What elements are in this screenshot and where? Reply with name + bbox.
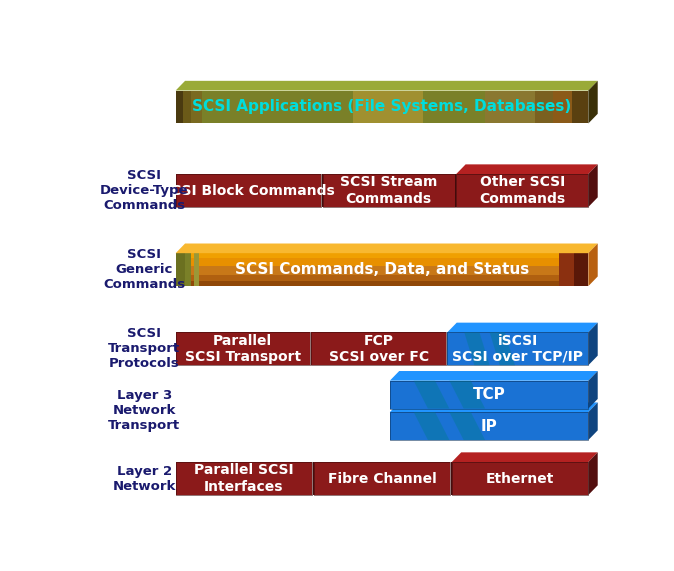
Bar xyxy=(534,91,553,123)
Polygon shape xyxy=(588,371,598,409)
Text: FCP
SCSI over FC: FCP SCSI over FC xyxy=(328,333,429,364)
Text: Parallel SCSI
Interfaces: Parallel SCSI Interfaces xyxy=(194,464,294,493)
Bar xyxy=(456,174,457,207)
Text: iSCSI
SCSI over TCP/IP: iSCSI SCSI over TCP/IP xyxy=(452,333,583,364)
Polygon shape xyxy=(456,164,598,174)
Bar xyxy=(559,253,574,286)
Bar xyxy=(176,332,310,365)
Polygon shape xyxy=(452,452,598,462)
Polygon shape xyxy=(588,323,598,365)
Polygon shape xyxy=(588,81,598,123)
Bar xyxy=(456,174,588,207)
Bar xyxy=(553,91,572,123)
Polygon shape xyxy=(414,381,450,409)
Text: Layer 2
Network: Layer 2 Network xyxy=(113,465,176,493)
Polygon shape xyxy=(588,452,598,495)
Bar xyxy=(194,253,199,286)
Polygon shape xyxy=(588,243,598,286)
Bar xyxy=(451,462,453,495)
Bar xyxy=(311,332,446,365)
Polygon shape xyxy=(588,403,598,440)
Bar xyxy=(390,381,588,409)
Bar xyxy=(183,91,191,123)
Text: SCSI Commands, Data, and Status: SCSI Commands, Data, and Status xyxy=(235,262,529,277)
Text: Parallel
SCSI Transport: Parallel SCSI Transport xyxy=(185,333,301,364)
Text: Other SCSI
Commands: Other SCSI Commands xyxy=(479,175,565,206)
Bar xyxy=(176,462,312,495)
Bar xyxy=(176,275,588,281)
Bar xyxy=(176,258,588,266)
Polygon shape xyxy=(448,323,598,332)
Text: IP: IP xyxy=(481,419,497,433)
Bar xyxy=(390,412,588,440)
Polygon shape xyxy=(464,332,489,365)
Text: Fibre Channel: Fibre Channel xyxy=(328,472,436,485)
Bar xyxy=(448,332,588,365)
Bar xyxy=(323,174,455,207)
Text: Ethernet: Ethernet xyxy=(486,472,554,485)
Bar xyxy=(176,332,310,365)
Bar xyxy=(321,174,324,207)
Polygon shape xyxy=(176,243,598,253)
Bar xyxy=(176,281,588,286)
Bar xyxy=(323,174,455,207)
Polygon shape xyxy=(450,412,485,440)
Bar xyxy=(423,91,485,123)
Text: SCSI
Transport
Protocols: SCSI Transport Protocols xyxy=(109,327,181,371)
Bar xyxy=(390,381,588,409)
Polygon shape xyxy=(588,164,598,207)
Bar xyxy=(176,174,321,207)
Bar xyxy=(185,253,191,286)
Polygon shape xyxy=(414,412,450,440)
Bar xyxy=(313,462,450,495)
Bar xyxy=(456,174,588,207)
Text: SCSI Applications (File Systems, Databases): SCSI Applications (File Systems, Databas… xyxy=(192,99,572,115)
Bar xyxy=(448,332,588,365)
Bar xyxy=(313,462,450,495)
Text: TCP: TCP xyxy=(472,387,506,402)
Text: SCSI
Generic
Commands: SCSI Generic Commands xyxy=(103,248,185,291)
Bar xyxy=(176,266,588,275)
Bar xyxy=(485,91,534,123)
Bar xyxy=(202,91,353,123)
Polygon shape xyxy=(390,371,598,381)
Polygon shape xyxy=(390,403,598,412)
Bar xyxy=(176,462,312,495)
Bar xyxy=(313,462,315,495)
Bar xyxy=(452,462,588,495)
Bar xyxy=(353,91,423,123)
Bar xyxy=(452,462,588,495)
Bar xyxy=(572,91,588,123)
Text: SCSI Block Commands: SCSI Block Commands xyxy=(162,183,335,198)
Bar xyxy=(191,91,202,123)
Polygon shape xyxy=(489,332,515,365)
Text: SCSI Stream
Commands: SCSI Stream Commands xyxy=(340,175,437,206)
Bar xyxy=(176,174,321,207)
Bar xyxy=(176,253,588,258)
Polygon shape xyxy=(176,81,598,90)
Polygon shape xyxy=(450,381,485,409)
Bar xyxy=(574,253,588,286)
Text: Layer 3
Network
Transport: Layer 3 Network Transport xyxy=(109,389,181,432)
Bar xyxy=(390,412,588,440)
Bar xyxy=(176,91,183,123)
Text: SCSI
Device-Type
Commands: SCSI Device-Type Commands xyxy=(100,169,189,212)
Bar xyxy=(176,253,185,286)
Bar xyxy=(311,332,446,365)
